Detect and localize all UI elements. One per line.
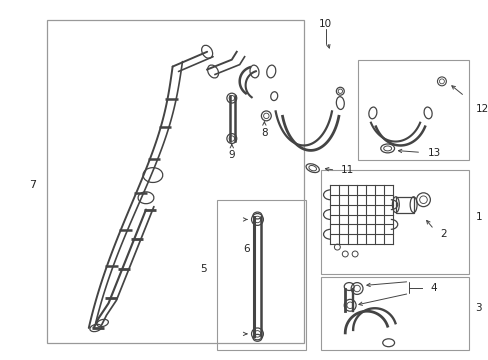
Bar [320,277,468,350]
Text: 9: 9 [228,150,235,160]
Text: 6: 6 [243,244,249,254]
Text: 1: 1 [474,212,481,222]
Text: 2: 2 [440,229,447,239]
Bar [395,197,413,212]
Text: 10: 10 [318,19,331,29]
Text: 13: 13 [427,148,440,158]
Bar [320,170,468,274]
Text: 5: 5 [200,264,207,274]
Text: 8: 8 [261,128,267,138]
Text: 7: 7 [29,180,36,190]
Text: 3: 3 [474,303,481,313]
Text: 12: 12 [474,104,488,114]
Bar [217,200,305,350]
Text: 4: 4 [430,283,436,293]
Bar [47,20,303,343]
Bar [357,60,468,160]
Text: 11: 11 [340,165,353,175]
